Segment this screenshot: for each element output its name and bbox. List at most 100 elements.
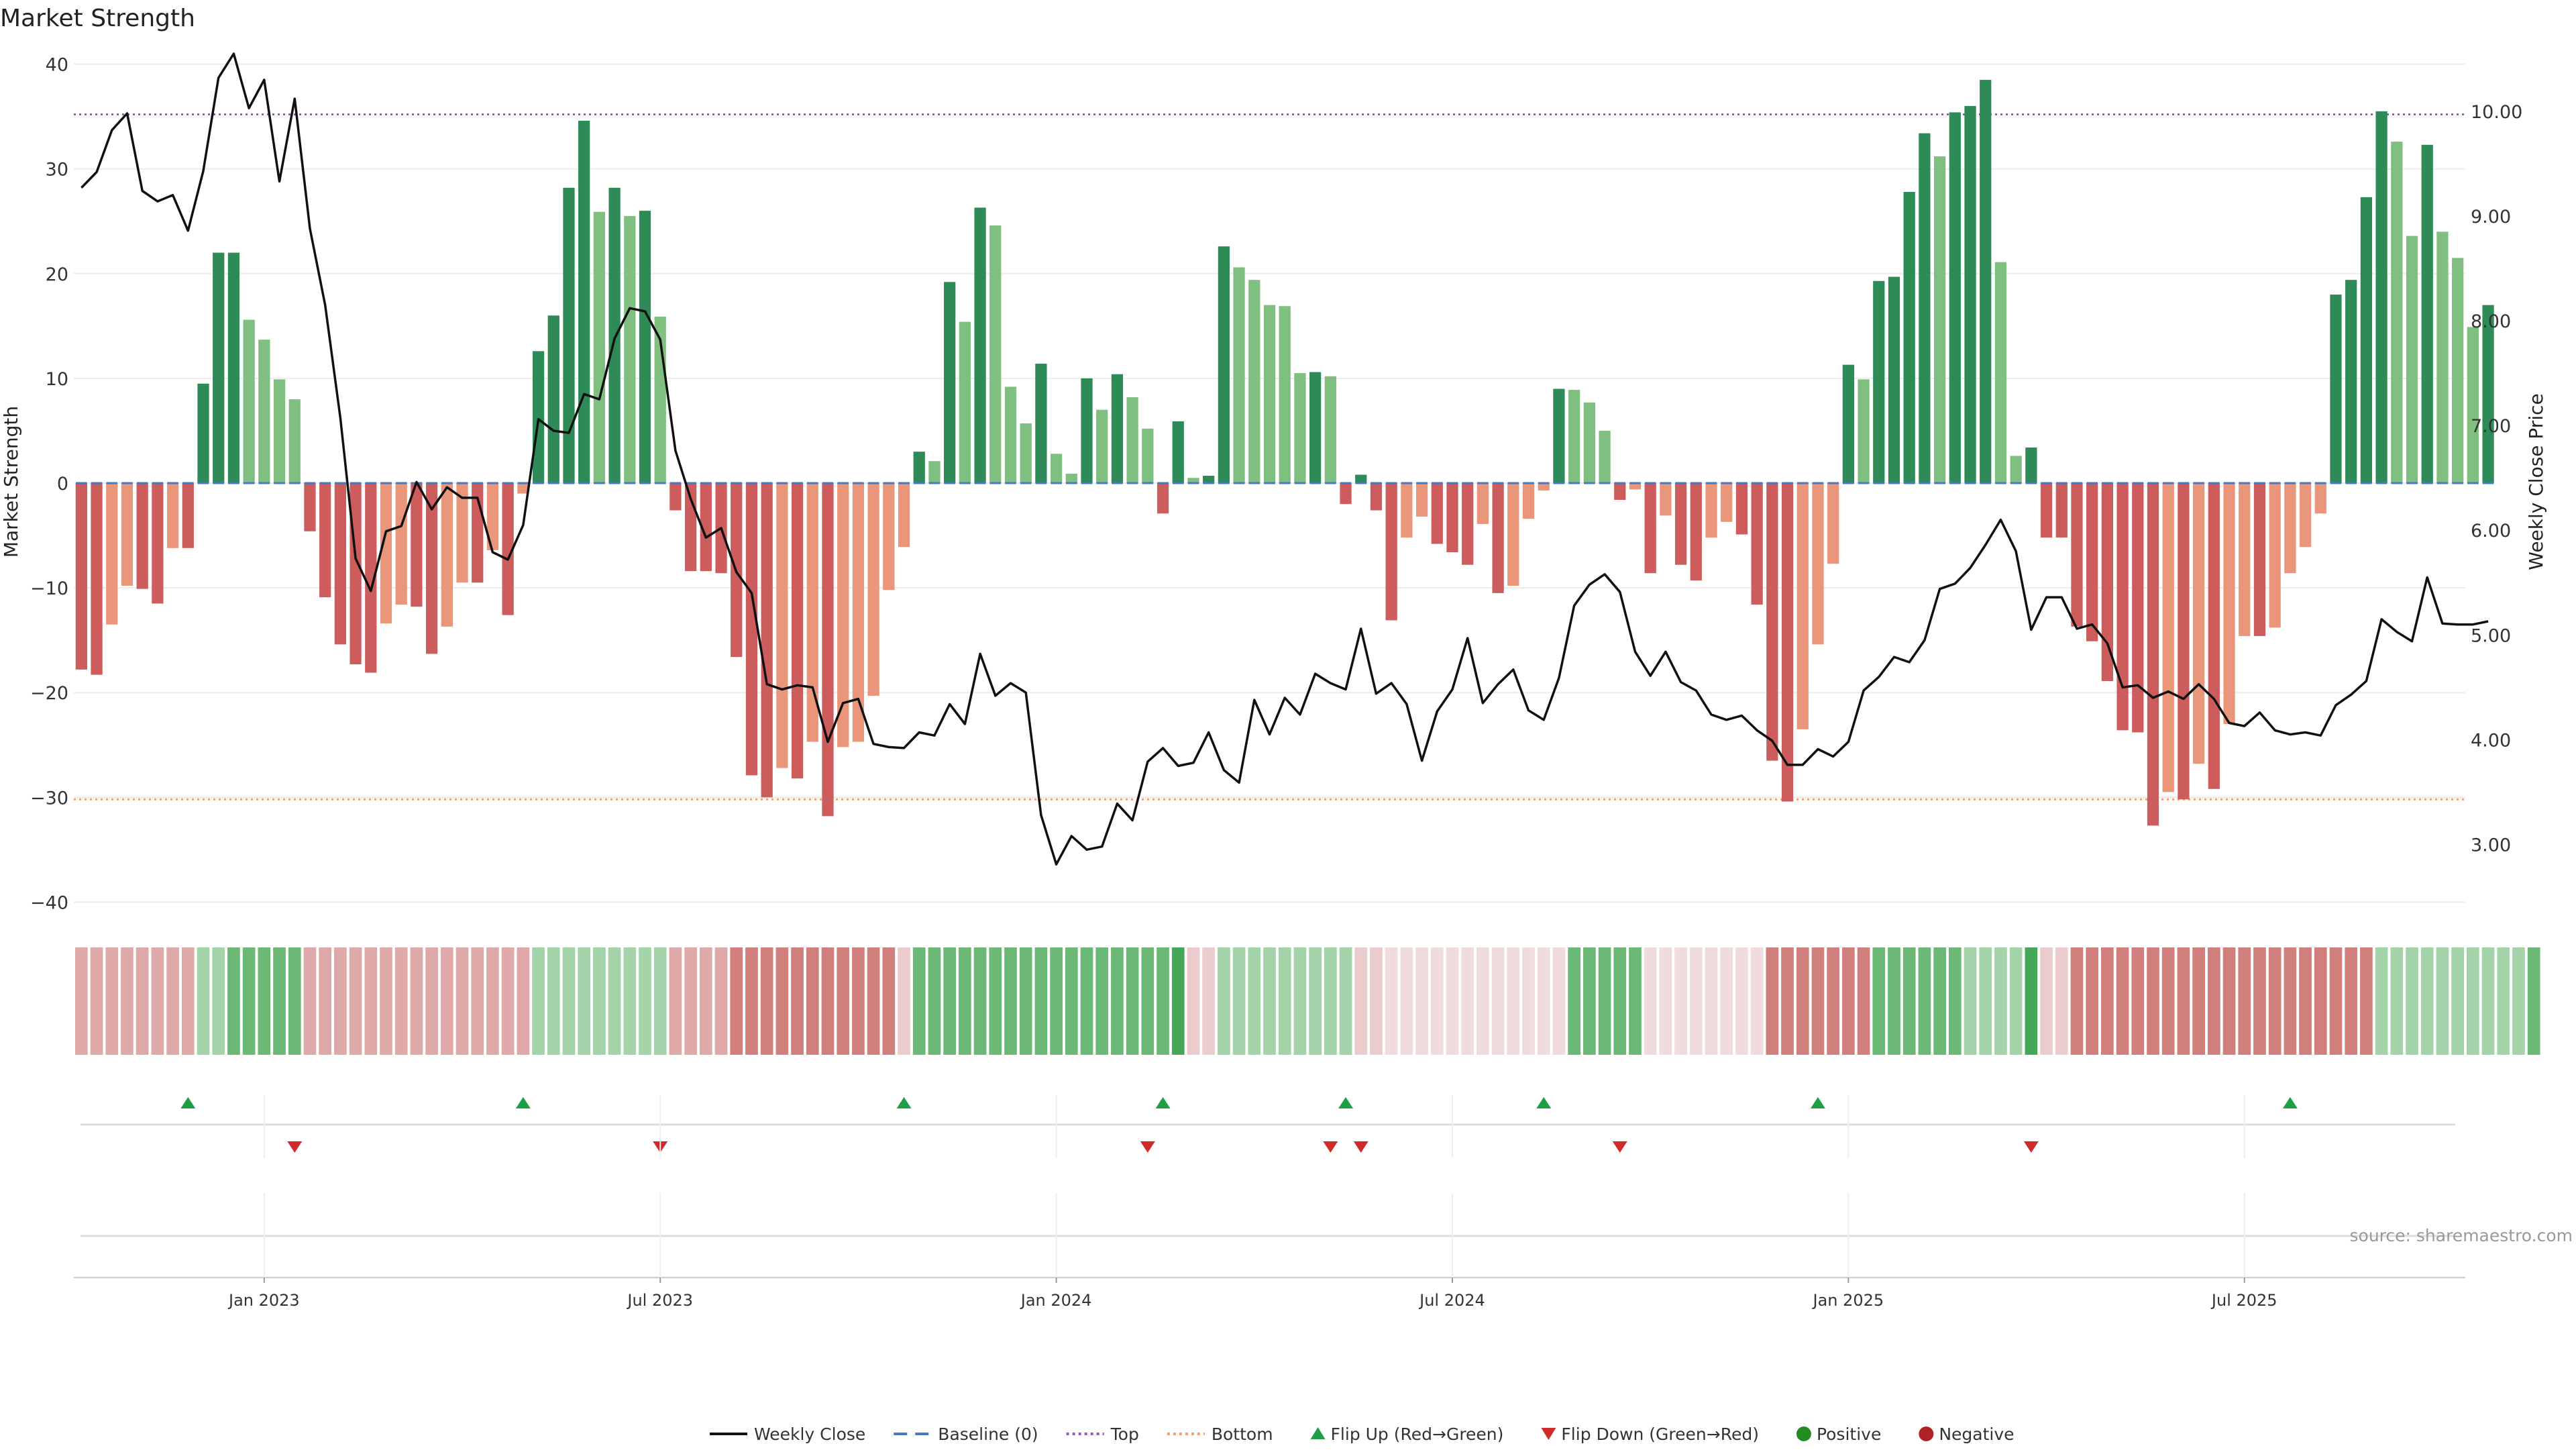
strength-bar [1065,473,1077,483]
strip-cell [105,947,119,1055]
strip-cell [2268,947,2282,1055]
strength-bar [2330,295,2342,483]
flip-up-marker [1155,1097,1171,1108]
flip-down-marker [1140,1141,1155,1153]
strip-cell [2253,947,2266,1055]
strip-cell [882,947,896,1055]
strength-bar [2314,483,2326,514]
y-tick-label: 20 [46,264,68,285]
strip-cell [1248,947,1261,1055]
strip-cell [852,947,865,1055]
strength-bar [1980,80,1992,483]
strength-bar [745,483,758,776]
strength-bar [166,483,179,548]
strength-bar [2162,483,2174,792]
strength-bar [2436,231,2449,483]
strip-cell [684,947,697,1055]
strength-bar [2025,447,2037,483]
strength-bar [1614,483,1626,500]
strength-bar [2391,142,2403,483]
strip-cell [1872,947,1886,1055]
strip-cell [288,947,301,1055]
strip-cell [912,947,926,1055]
strip-cell [181,947,195,1055]
strip-cell [1141,947,1155,1055]
strength-bar [441,483,453,627]
strength-bar [2010,456,2022,483]
strength-bar [883,483,895,590]
strip-cell [1065,947,1078,1055]
strength-bar [1187,478,1199,483]
strength-bar [2269,483,2281,628]
strip-cell [1994,947,2007,1055]
strength-bar [1020,423,1032,483]
strip-cell [1187,947,1200,1055]
strength-bar [1781,483,1794,802]
strip-cell [775,947,789,1055]
strength-bar [989,225,1002,483]
strength-bar [608,187,621,483]
y-tick-label: −40 [30,892,68,913]
strength-bar [1599,430,1611,483]
strength-bar [2178,483,2190,800]
strength-bar [1842,364,1854,483]
strip-cell [2070,947,2084,1055]
legend-label: Bottom [1212,1424,1273,1444]
strength-bar [517,483,529,494]
strip-cell [2345,947,2358,1055]
strip-cell [1857,947,1870,1055]
strip-cell [121,947,133,1055]
legend: Weekly Close Baseline (0) Top Bottom Flip Up… [710,1424,2015,1444]
strip-cell [425,947,438,1055]
strength-bar [334,483,347,645]
strip-cell [2192,947,2205,1055]
y-tick-label: −30 [30,788,68,809]
strength-bar [91,483,103,675]
strength-bar [2345,280,2357,483]
legend-item: Baseline (0) [894,1424,1038,1444]
strength-bar [304,483,316,531]
x-axis: Jan 2023 Jul 2023 Jan 2024 Jul 2024 Jan 2025… [74,1095,2465,1310]
strip-cell [2406,947,2418,1055]
legend-label: Flip Down (Green→Red) [1561,1424,1759,1444]
strip-cell [1171,947,1185,1055]
strip-cell [2207,947,2220,1055]
strength-bar [2208,483,2220,789]
strength-bar [1157,483,1169,514]
strip-cell [1157,947,1169,1055]
x-tick-label: Jan 2023 [227,1291,300,1310]
strip-cell [867,947,880,1055]
y-tick-label: −10 [30,578,68,599]
legend-swatch [1310,1427,1326,1439]
strip-cell [1613,947,1627,1055]
flip-up-marker [1810,1097,1825,1108]
strength-bar [1126,397,1138,483]
strength-bar [959,321,971,483]
flip-down-marker [287,1141,303,1153]
legend-item: Bottom [1167,1424,1273,1444]
strip-cell [1766,947,1779,1055]
x-tick-label: Jan 2024 [1020,1291,1092,1310]
strength-bar [456,483,468,583]
strip-cell [1354,947,1368,1055]
strength-bar [1644,483,1656,574]
strip-cell [1735,947,1748,1055]
chart-title: Market Strength [0,5,195,32]
strip-cell [1034,947,1048,1055]
legend-item: Positive [1796,1424,1881,1444]
strength-bar [1888,276,1900,483]
strength-bar [852,483,865,742]
strip-cell [1263,947,1276,1055]
strength-bar [1858,379,1870,483]
strip-cell [1461,947,1474,1055]
strip-cell [227,947,240,1055]
strength-bar [2253,483,2266,636]
strength-bar [1172,421,1184,483]
strength-bar [1081,378,1093,483]
strip-cell [2131,947,2145,1055]
strength-bar [75,483,87,670]
strip-cell [1948,947,1962,1055]
strength-bar [974,207,986,483]
strength-bar [2406,236,2418,483]
